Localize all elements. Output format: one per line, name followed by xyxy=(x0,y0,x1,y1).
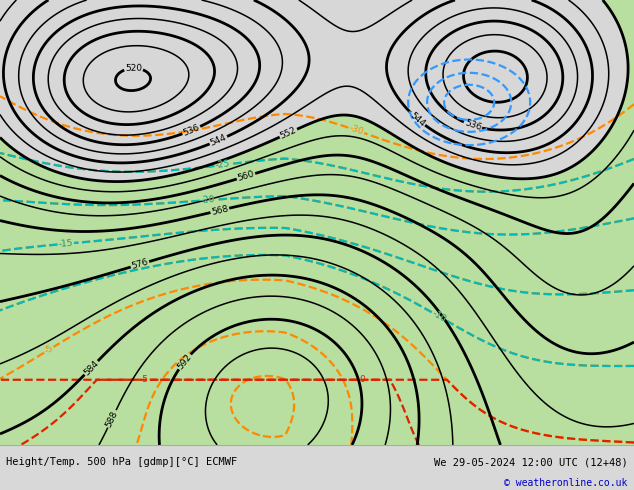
Text: 576: 576 xyxy=(131,258,150,271)
Text: -25: -25 xyxy=(215,160,230,171)
Text: © weatheronline.co.uk: © weatheronline.co.uk xyxy=(504,478,628,488)
Text: 588: 588 xyxy=(104,409,120,429)
Text: -20: -20 xyxy=(200,195,216,205)
Text: -15: -15 xyxy=(58,239,74,249)
Text: -15: -15 xyxy=(58,239,74,249)
Text: 520: 520 xyxy=(125,64,142,73)
Text: Height/Temp. 500 hPa [gdmp][°C] ECMWF: Height/Temp. 500 hPa [gdmp][°C] ECMWF xyxy=(6,457,238,467)
Text: 544: 544 xyxy=(209,133,228,148)
Text: -30: -30 xyxy=(348,123,365,137)
Text: 536: 536 xyxy=(182,123,201,138)
Text: 568: 568 xyxy=(210,204,230,217)
Text: We 29-05-2024 12:00 UTC (12+48): We 29-05-2024 12:00 UTC (12+48) xyxy=(434,457,628,467)
Text: 560: 560 xyxy=(236,170,256,183)
Text: 584: 584 xyxy=(82,359,100,377)
Text: -10: -10 xyxy=(430,309,448,324)
Text: 544: 544 xyxy=(408,110,427,128)
Text: -5: -5 xyxy=(42,343,55,356)
Text: 536: 536 xyxy=(463,119,482,132)
Text: -25: -25 xyxy=(215,160,230,171)
Text: -10: -10 xyxy=(430,309,448,324)
Text: -20: -20 xyxy=(200,195,216,205)
Text: 592: 592 xyxy=(176,352,193,371)
Text: -5: -5 xyxy=(139,375,149,384)
Text: 0: 0 xyxy=(359,375,365,384)
Text: 552: 552 xyxy=(279,125,298,141)
